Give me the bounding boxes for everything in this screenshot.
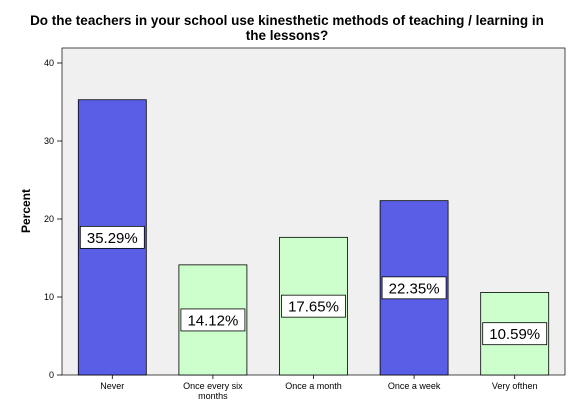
data-label: 17.65%: [288, 299, 339, 316]
x-tick-label: Once a week: [388, 381, 441, 391]
data-label: 22.35%: [389, 280, 440, 297]
data-label-box: [79, 225, 145, 249]
bars-group: 35.29% 14.12% 17.65% 22.35% 10.59%: [77, 99, 550, 376]
y-tick-label: 20: [44, 214, 54, 224]
y-tick-label: 0: [49, 370, 54, 380]
x-tick-label: months: [198, 391, 228, 401]
x-tick-label: Never: [100, 381, 124, 391]
chart-title-line-1: Do the teachers in your school use kines…: [30, 13, 544, 28]
chart-title-line-2: the lessons?: [246, 28, 329, 43]
data-label-box: [281, 294, 346, 318]
y-tick-label: 40: [44, 58, 54, 68]
y-axis-label: Percent: [19, 189, 33, 233]
y-axis: 0 10 20 30 40: [44, 58, 62, 380]
data-label-box: [482, 322, 548, 346]
data-label-box: [381, 276, 447, 300]
data-label: 10.59%: [489, 326, 540, 343]
x-tick-label: Once a month: [285, 381, 342, 391]
x-tick-label: Very ofthen: [492, 381, 538, 391]
x-tick-label: Once every six: [183, 381, 243, 391]
y-tick-label: 30: [44, 136, 54, 146]
data-label-box: [180, 308, 246, 332]
y-tick-label: 10: [44, 292, 54, 302]
data-label: 35.29%: [87, 230, 138, 247]
data-label: 14.12%: [187, 312, 238, 329]
